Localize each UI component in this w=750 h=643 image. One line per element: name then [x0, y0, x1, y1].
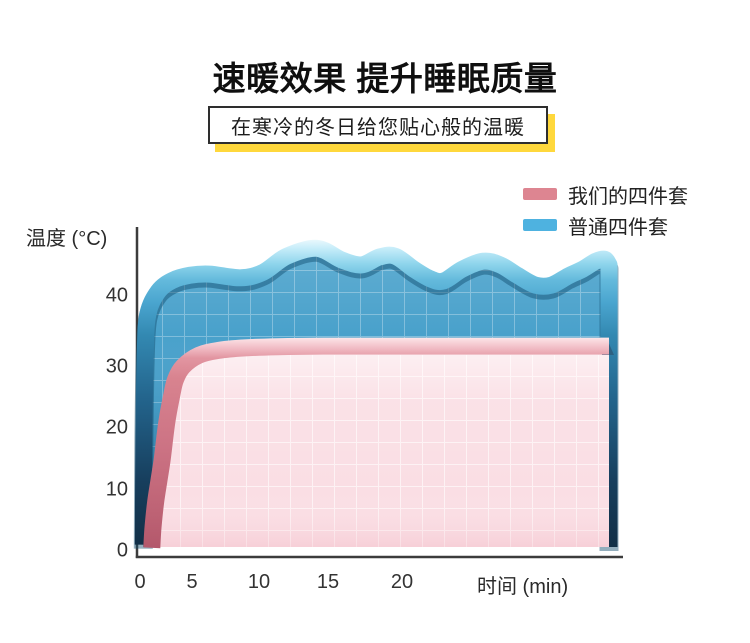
x-tick-label: 10 [247, 571, 271, 593]
x-tick-label: 5 [186, 571, 198, 593]
subtitle-box: 在寒冷的冬日给您贴心般的温暖 [208, 106, 548, 144]
chart-legend: 我们的四件套 普通四件套 [523, 183, 688, 245]
x-tick-label: 20 [390, 571, 414, 593]
ours-area-band [143, 337, 609, 549]
subtitle-text: 在寒冷的冬日给您贴心般的温暖 [231, 116, 525, 139]
y-tick-label: 20 [105, 416, 128, 439]
legend-swatch-ours [523, 188, 557, 200]
legend-item-ours: 我们的四件套 [523, 183, 688, 208]
ours-area-shading [151, 346, 610, 548]
y-tick-label: 30 [105, 355, 128, 378]
y-tick-label: 40 [105, 284, 128, 307]
legend-swatch-ordinary [523, 219, 557, 231]
legend-item-ordinary: 普通四件套 [523, 214, 688, 239]
x-tick-label: 15 [316, 571, 340, 593]
y-tick-label: 10 [105, 478, 128, 501]
y-tick-label: 0 [116, 539, 128, 562]
legend-label: 普通四件套 [568, 216, 668, 239]
page-title: 速暖效果 提升睡眠质量 [212, 60, 558, 97]
ordinary-area-band [134, 239, 618, 547]
x-axis-title: 时间 (min) [477, 576, 569, 598]
x-tick-label: 0 [134, 571, 146, 593]
legend-label: 我们的四件套 [568, 185, 688, 208]
chart-areas [133, 239, 619, 551]
y-axis-title: 温度 (°C) [26, 228, 108, 250]
